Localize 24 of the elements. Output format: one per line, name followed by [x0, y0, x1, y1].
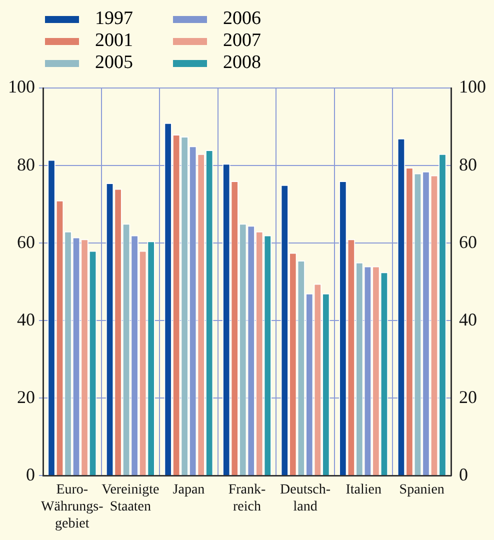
x-tick-label: Japan [172, 482, 205, 498]
y-tick-label: 80 [17, 154, 35, 174]
y-tick-label: 60 [17, 232, 35, 252]
y-tick-label: 0 [26, 464, 35, 484]
y2-tick-label: 80 [459, 154, 477, 174]
y2-tick-label: 60 [459, 232, 477, 252]
legend-label: 2005 [95, 52, 133, 74]
legend-label: 2007 [223, 30, 261, 52]
x-tick-label: Frank- reich [228, 482, 266, 514]
legend-label: 2001 [95, 30, 133, 52]
y2-tick-label: 0 [459, 464, 468, 484]
y2-tick-label: 100 [459, 76, 486, 97]
y-tick-label: 40 [17, 309, 35, 330]
x-tick-label: Vereinigte Staaten [102, 482, 160, 514]
x-tick-label: Italien [346, 482, 382, 498]
legend-label: 2006 [223, 8, 261, 30]
y2-tick-label: 20 [459, 386, 477, 407]
legend-label: 1997 [95, 8, 133, 30]
y2-tick-label: 40 [459, 309, 477, 330]
y-tick-label: 20 [17, 386, 35, 407]
legend-label: 2008 [223, 52, 261, 74]
x-tick-label: Spanien [399, 482, 444, 498]
y-tick-label: 100 [8, 76, 35, 97]
x-tick-label: Deutsch- land [280, 482, 331, 514]
